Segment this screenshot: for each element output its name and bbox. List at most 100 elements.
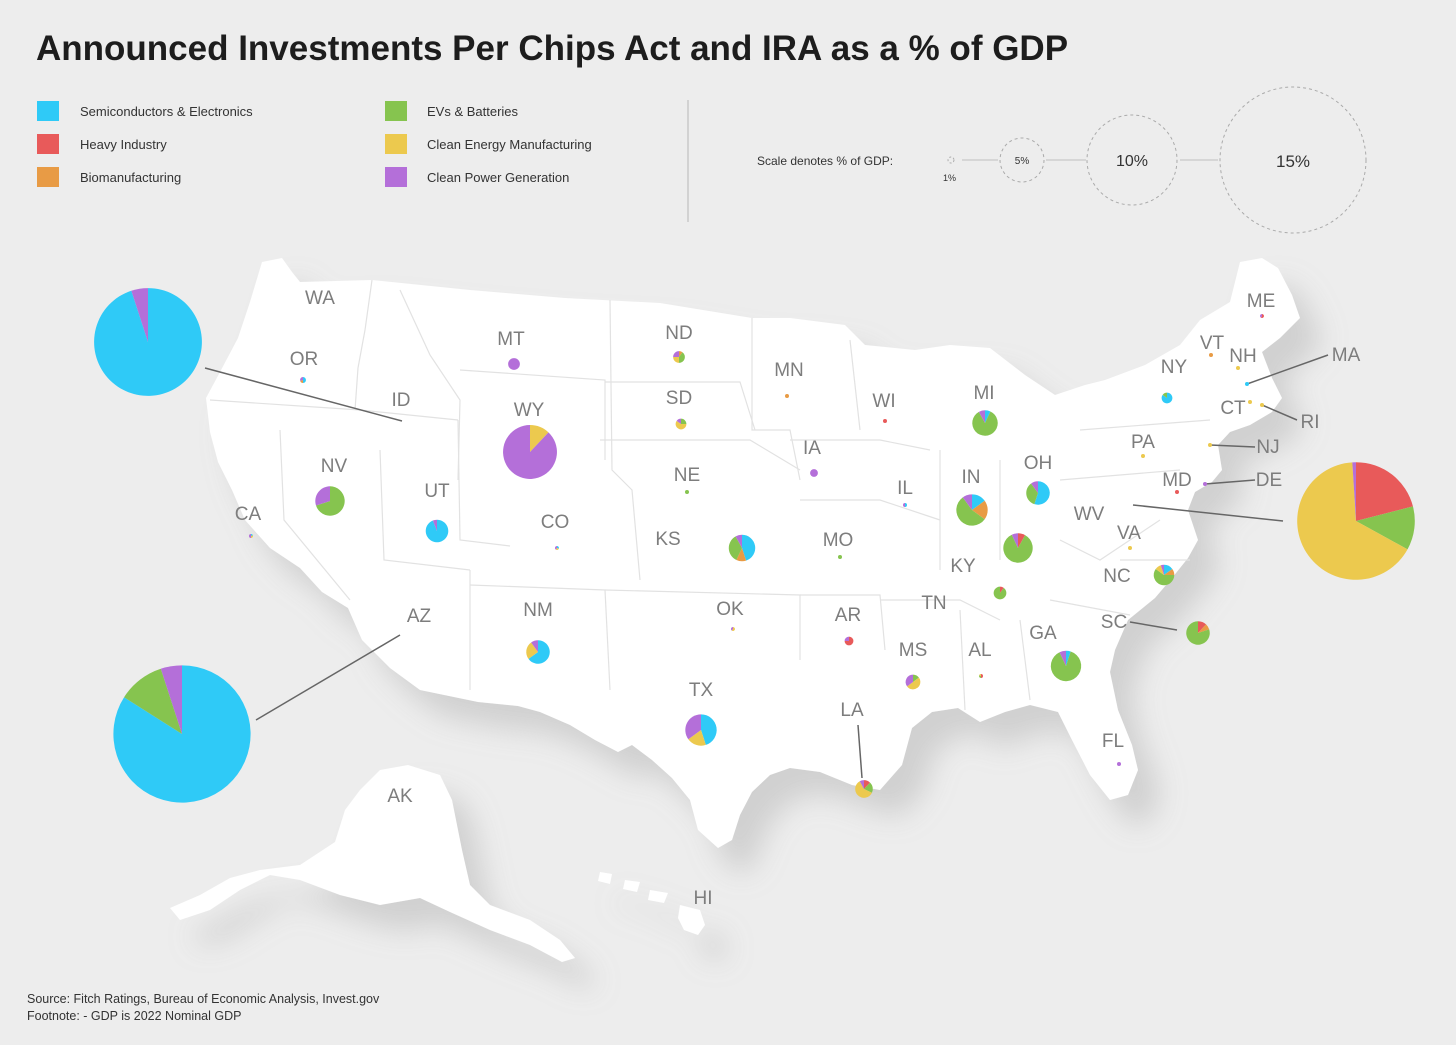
pie-OH [1026, 481, 1050, 505]
pie-slice-SC-heavy [1198, 621, 1207, 633]
pie-NE [685, 490, 689, 494]
pie-MI [972, 410, 998, 436]
pie-slice-MS-ev [913, 674, 919, 682]
pie-slice-WV-ev [1356, 506, 1415, 550]
hawaii-shape [598, 872, 705, 935]
pie-MA [1245, 382, 1249, 386]
pie-SD [675, 418, 687, 430]
pie-FL [1117, 762, 1121, 766]
state-label-NJ: NJ [1256, 437, 1279, 458]
pie-slice-ME-heavy [1260, 314, 1264, 318]
pie-slice-DE-power [1203, 482, 1207, 486]
pie-slice-KS-semi [742, 534, 756, 561]
pie-WI [883, 419, 887, 423]
leader-WV [1132, 504, 1284, 522]
pie-slice-IL-semi [905, 503, 907, 507]
pie-slice-WI-heavy [883, 419, 887, 423]
legend-label-power: Clean Power Generation [427, 170, 569, 185]
state-label-TX: TX [689, 680, 714, 701]
pie-MN [785, 394, 789, 398]
leader-lines [204, 354, 1329, 779]
pie-slice-NY-ev [1162, 392, 1167, 398]
state-label-AZ: AZ [407, 606, 432, 627]
pie-slice-OH-power [1031, 481, 1038, 493]
pie-slice-KY-power [1011, 533, 1018, 548]
pie-slice-NH-clean [1236, 366, 1240, 370]
state-label-KY: KY [950, 556, 976, 577]
pie-slice-NV-ev [316, 486, 345, 516]
legend: Semiconductors & Electronics Heavy Indus… [37, 101, 592, 187]
state-label-FL: FL [1102, 731, 1124, 752]
state-label-AR: AR [835, 605, 861, 626]
legend-swatch-ev [385, 101, 407, 121]
pie-slice-CO-clean [555, 548, 559, 550]
pie-slice-AL-heavy [981, 674, 983, 678]
pie-slice-IN-bio [972, 500, 988, 520]
pie-slice-NC-power [1160, 564, 1164, 575]
state-label-CO: CO [541, 512, 570, 533]
pie-slice-KY-ev [1003, 534, 1033, 563]
pie-WV [1297, 462, 1415, 580]
pie-slice-TX-power [685, 714, 701, 740]
source-note: Source: Fitch Ratings, Bureau of Economi… [27, 992, 380, 1006]
leader-MA [1246, 354, 1329, 385]
pie-slice-WV-power [1352, 462, 1356, 521]
pie-slice-ND-clean [673, 357, 679, 363]
state-label-VT: VT [1200, 333, 1225, 354]
pie-slice-MI-ev [972, 411, 998, 436]
pie-slice-KS-bio [736, 548, 747, 562]
pie-UT [425, 519, 449, 543]
pie-slice-IN-ev [956, 497, 985, 526]
pie-slice-NM-semi [528, 640, 550, 664]
pie-slice-ME-power [1260, 314, 1262, 318]
pie-AR [844, 636, 854, 646]
pie-slice-CO-power [555, 546, 557, 550]
pie-slice-FL-power [1117, 762, 1121, 766]
state-label-WV: WV [1074, 504, 1105, 525]
pie-VT [1209, 353, 1213, 357]
pie-MT [508, 358, 520, 370]
pie-slice-TN-heavy [1000, 586, 1004, 593]
pie-slice-MI-power [978, 410, 985, 423]
pie-slice-IN-semi [972, 494, 985, 510]
state-label-OK: OK [716, 599, 744, 620]
state-label-UT: UT [424, 481, 450, 502]
pie-NH [1236, 366, 1240, 370]
pie-CT [1248, 400, 1252, 404]
state-label-IL: IL [897, 478, 913, 499]
pie-slice-WY-power [503, 425, 557, 479]
pie-slice-CA-power [249, 534, 251, 538]
state-label-WY: WY [514, 400, 545, 421]
pie-slice-MT-power [508, 358, 520, 370]
pie-slice-TN-ev [993, 586, 1007, 600]
pie-slice-MI-semi [985, 410, 991, 423]
pie-slice-MS-clean [907, 677, 921, 690]
pie-slice-NM-clean [526, 642, 538, 659]
pie-slice-NC-bio [1164, 568, 1175, 575]
pie-slice-NC-clean [1155, 565, 1164, 575]
pie-slice-CO-semi [557, 546, 559, 549]
scale-value-5: 5% [1015, 156, 1030, 167]
state-label-MN: MN [774, 360, 804, 381]
pie-NY [1161, 392, 1173, 404]
pie-slice-KS-ev [728, 536, 742, 560]
pie-slice-SC-ev [1186, 621, 1210, 645]
state-label-ME: ME [1247, 291, 1276, 312]
pie-slice-OK-power [731, 627, 733, 631]
footnote: Footnote: - GDP is 2022 Nominal GDP [27, 1009, 241, 1023]
pie-CA [249, 534, 254, 538]
state-label-MI: MI [973, 383, 994, 404]
pie-slice-ID-semi [94, 288, 202, 396]
state-label-NH: NH [1229, 346, 1256, 367]
pie-LA [855, 780, 873, 798]
scale-value-15: 15% [1276, 152, 1310, 171]
pie-slice-WV-heavy [1356, 462, 1413, 521]
pie-slice-AZ-ev [124, 668, 182, 734]
pie-GA [1050, 650, 1082, 682]
pie-slice-MD-heavy [1175, 490, 1179, 494]
legend-label-heavy: Heavy Industry [80, 137, 167, 152]
state-label-OH: OH [1024, 453, 1053, 474]
pie-slice-LA-heavy [864, 780, 871, 789]
pie-slice-OH-ev [1026, 483, 1038, 505]
